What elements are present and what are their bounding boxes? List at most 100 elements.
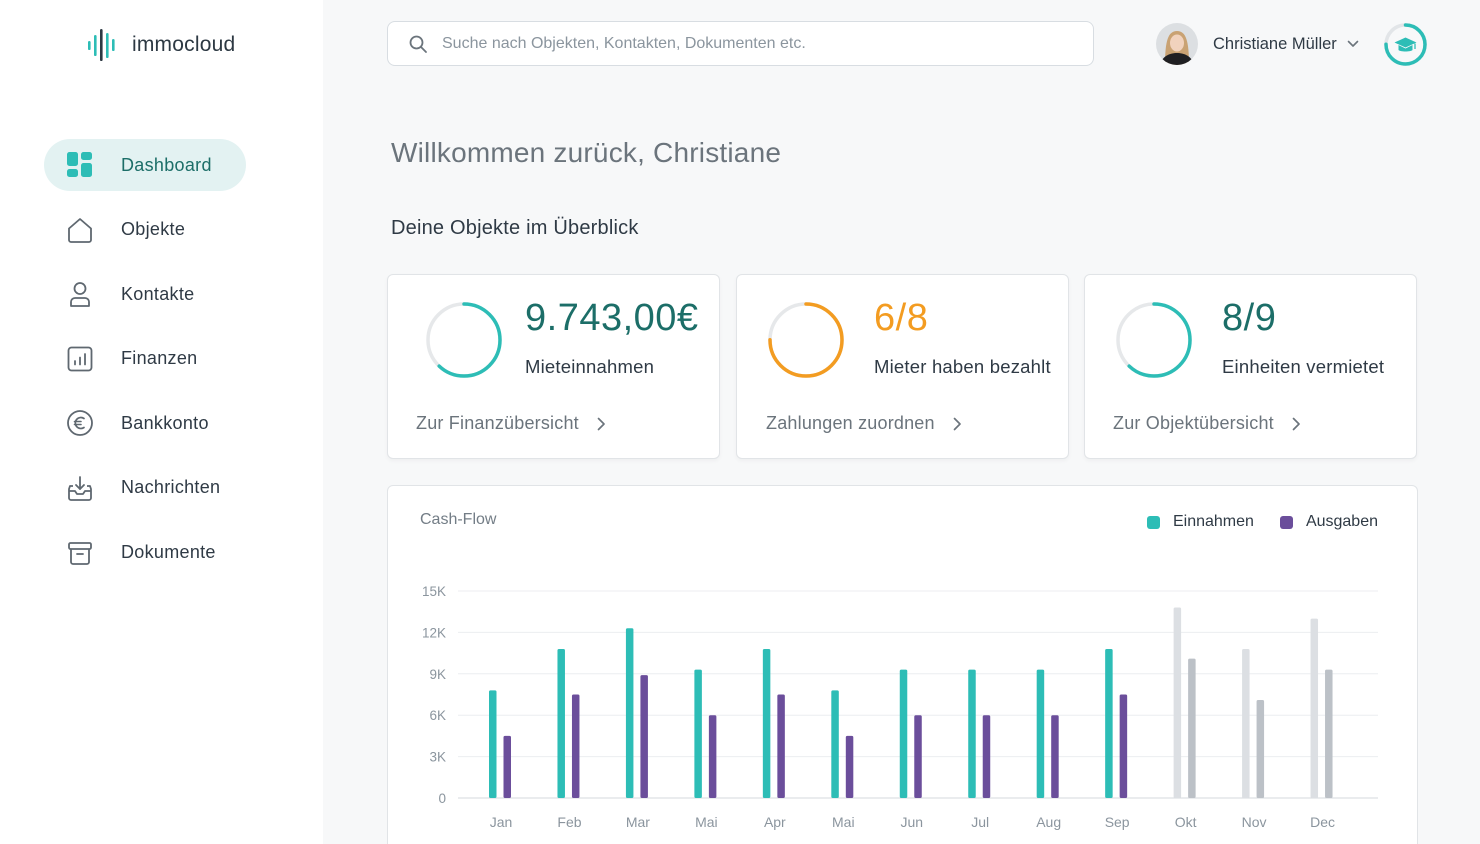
logo-text: immocloud (132, 33, 236, 56)
bar-expense[interactable] (845, 735, 854, 798)
chevron-down-icon (1347, 40, 1359, 47)
graduation-cap-icon (1394, 37, 1417, 52)
x-tick-label: Okt (1175, 814, 1197, 830)
bar-expense[interactable] (1051, 715, 1059, 798)
chevron-right-icon (597, 417, 605, 430)
progress-ring-fill (1116, 302, 1192, 378)
bar-income[interactable] (1173, 607, 1182, 798)
archive-icon (68, 541, 92, 565)
y-tick-label: 0 (438, 791, 446, 806)
sidebar-item-finanzen[interactable]: Finanzen (44, 333, 246, 385)
bar-income[interactable] (1242, 648, 1250, 798)
x-tick-label: Apr (764, 814, 786, 830)
bar-expense[interactable] (708, 715, 717, 798)
kpi-value: 6/8 (874, 297, 929, 339)
finance-overview-link[interactable]: Zur Finanzübersicht (416, 413, 606, 434)
user-name: Christiane Müller (1213, 34, 1337, 53)
sidebar-item-bankkonto[interactable]: Bankkonto (44, 397, 246, 449)
sidebar-item-nachrichten[interactable]: Nachrichten (44, 462, 246, 514)
bar-expense[interactable] (1325, 669, 1333, 798)
sidebar-item-label: Kontakte (121, 283, 195, 304)
bar-income[interactable] (831, 690, 839, 798)
x-tick-label: Feb (557, 814, 581, 830)
sidebar-item-objekte[interactable]: Objekte (44, 204, 246, 256)
object-overview-link[interactable]: Zur Objektübersicht (1113, 413, 1301, 434)
legend-swatch (1279, 515, 1293, 529)
logo-icon (88, 29, 115, 61)
cashflow-chart: 0 3K 6K 9K 12K 15K Jan Feb Mar Mai Apr Mai Jun Jul Aug… (422, 584, 1378, 830)
x-tick-label: Jun (900, 814, 923, 830)
dashboard-icon (67, 152, 92, 177)
bar-expense[interactable] (1256, 700, 1265, 798)
bar-income[interactable] (1105, 648, 1113, 798)
kpi-label: Einheiten vermietet (1222, 356, 1385, 377)
sidebar-item-dokumente[interactable]: Dokumente (44, 527, 246, 579)
legend-label: Einnahmen (1172, 513, 1254, 530)
progress-ring (426, 302, 502, 378)
bar-income[interactable] (1036, 669, 1045, 798)
bar-income[interactable] (489, 690, 497, 798)
search-bar (387, 21, 1094, 66)
bar-income[interactable] (968, 669, 976, 798)
user-menu[interactable]: Christiane Müller (1156, 23, 1359, 65)
progress-ring-fill (768, 302, 844, 378)
x-tick-label: Dec (1310, 814, 1335, 830)
bar-expense[interactable] (640, 675, 648, 798)
bar-expense[interactable] (1188, 658, 1196, 798)
bar-expense[interactable] (503, 735, 512, 798)
x-tick-label: Sep (1105, 814, 1130, 830)
sidebar-item-label: Dokumente (121, 542, 216, 563)
kpi-card-units: 8/9 Einheiten vermietet Zur Objektübersi… (1084, 274, 1417, 459)
x-tick-label: Nov (1242, 814, 1267, 830)
bar-expense[interactable] (982, 715, 991, 798)
bar-income[interactable] (694, 669, 702, 798)
kpi-card-rent: 9.743,00€ Mieteinnahmen Zur Finanzübersi… (387, 274, 720, 459)
section-title: Deine Objekte im Überblick (391, 217, 639, 239)
y-tick-label: 15K (422, 584, 446, 599)
avatar (1156, 23, 1198, 65)
avatar-image (1156, 23, 1198, 65)
x-tick-label: Jan (490, 814, 513, 830)
kpi-label: Mieter haben bezahlt (874, 356, 1051, 377)
link-label: Zur Finanzübersicht (416, 413, 579, 433)
sidebar: immocloud Dashboard Objekte Kontakte (0, 0, 323, 844)
assign-payments-link[interactable]: Zahlungen zuordnen (766, 413, 962, 434)
sidebar-item-label: Dashboard (121, 154, 212, 175)
link-label: Zur Objektübersicht (1113, 413, 1274, 433)
house-icon (68, 217, 92, 243)
x-tick-label: Jul (971, 814, 989, 830)
bar-expense[interactable] (777, 694, 785, 799)
legend-item-expenses[interactable]: Ausgaben (1279, 513, 1378, 531)
sidebar-item-label: Finanzen (121, 348, 198, 369)
chart-title: Cash-Flow (420, 511, 497, 528)
bar-income[interactable] (1310, 618, 1319, 798)
legend-label: Ausgaben (1305, 513, 1378, 530)
app-logo[interactable]: immocloud (86, 28, 235, 62)
chevron-right-icon (1292, 417, 1300, 430)
chart-legend: Einnahmen Ausgaben (1146, 513, 1378, 531)
bar-income[interactable] (762, 648, 771, 798)
kpi-card-tenants: 6/8 Mieter haben bezahlt Zahlungen zuord… (736, 274, 1069, 459)
progress-ring (1116, 302, 1192, 378)
bar-expense[interactable] (914, 715, 922, 798)
academy-button[interactable] (1383, 22, 1428, 67)
bar-expense[interactable] (1119, 694, 1128, 799)
sidebar-item-kontakte[interactable]: Kontakte (44, 268, 246, 320)
legend-swatch (1146, 515, 1160, 529)
legend-item-income[interactable]: Einnahmen (1146, 513, 1254, 531)
bar-expense[interactable] (571, 694, 580, 799)
bar-income[interactable] (899, 669, 908, 798)
cashflow-chart-card: Cash-Flow Einnahmen Ausgaben 0 3K 6K 9K 12K 1… (387, 485, 1418, 844)
search-input[interactable] (442, 34, 1042, 53)
y-tick-label: 3K (429, 750, 446, 765)
kpi-value: 8/9 (1222, 297, 1277, 339)
inbox-icon (68, 476, 92, 501)
kpi-label: Mieteinnahmen (525, 356, 655, 377)
bar-income[interactable] (557, 648, 565, 798)
link-label: Zahlungen zuordnen (766, 413, 935, 433)
x-tick-label: Mai (832, 814, 855, 830)
x-tick-label: Mai (695, 814, 718, 830)
search-icon (409, 35, 427, 53)
bar-income[interactable] (625, 628, 634, 798)
sidebar-item-dashboard[interactable]: Dashboard (44, 139, 246, 191)
